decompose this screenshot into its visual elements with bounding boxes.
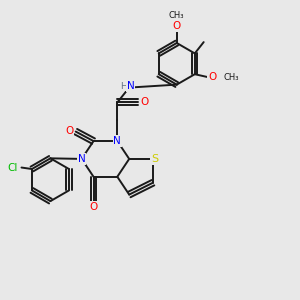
Text: O: O	[140, 98, 149, 107]
Text: O: O	[65, 126, 73, 136]
Text: H: H	[121, 82, 127, 91]
Text: CH₃: CH₃	[169, 11, 184, 20]
Text: Cl: Cl	[8, 163, 18, 172]
Text: S: S	[151, 154, 158, 164]
Text: N: N	[127, 81, 135, 91]
Text: CH₃: CH₃	[223, 73, 239, 82]
Text: N: N	[113, 136, 121, 146]
Text: O: O	[172, 21, 181, 31]
Text: N: N	[78, 154, 86, 164]
Text: O: O	[89, 202, 98, 212]
Text: O: O	[208, 72, 216, 82]
